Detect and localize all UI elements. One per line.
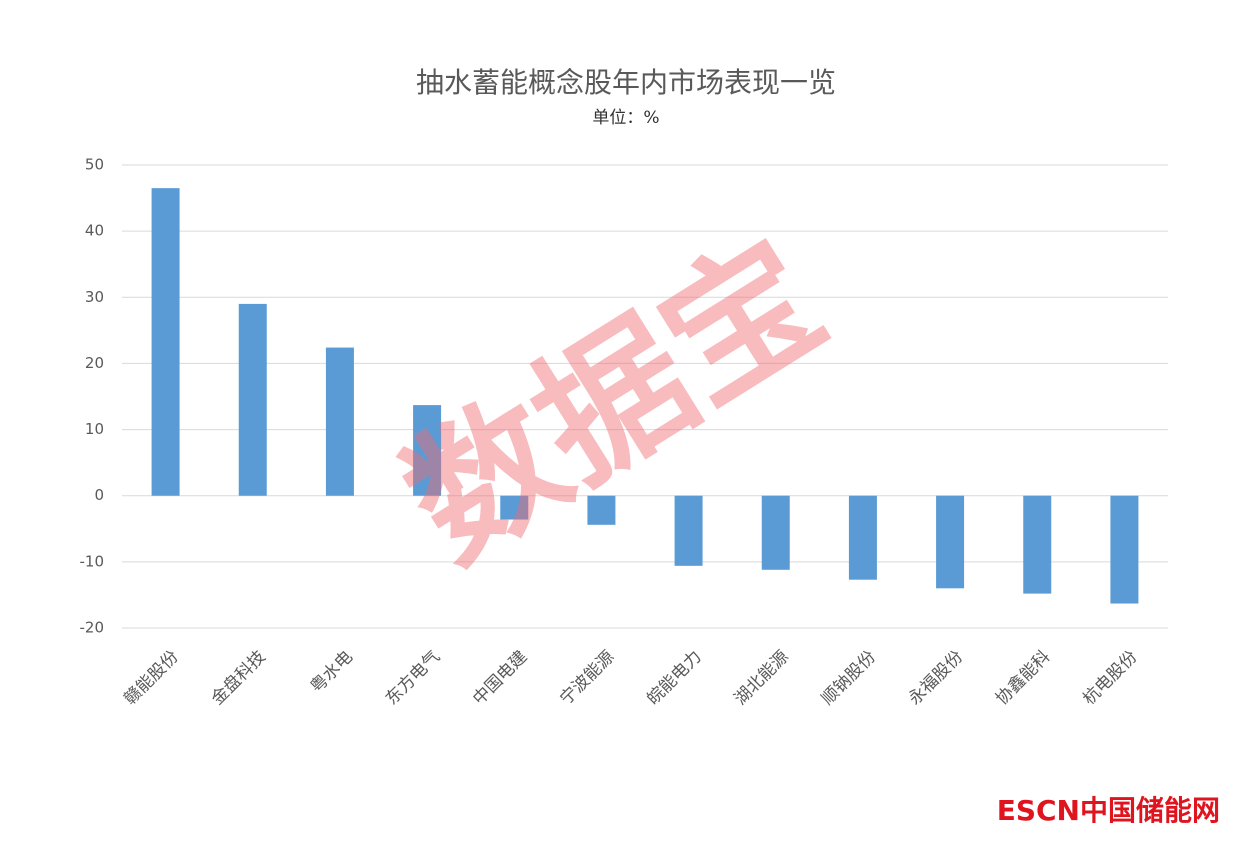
bar bbox=[1023, 495, 1052, 594]
bar bbox=[761, 495, 790, 570]
bar bbox=[500, 495, 529, 520]
bar bbox=[151, 188, 180, 496]
y-tick-label: 10 bbox=[85, 420, 104, 438]
y-tick-label: 20 bbox=[85, 354, 104, 372]
x-tick-label: 皖能电力 bbox=[643, 647, 705, 709]
bar bbox=[238, 303, 267, 496]
bar bbox=[674, 495, 703, 566]
x-tick-label: 顺钠股份 bbox=[818, 647, 880, 709]
bar bbox=[936, 495, 965, 589]
bar bbox=[413, 405, 442, 496]
chart-subtitle: 单位：% bbox=[592, 108, 659, 128]
y-tick-label: 40 bbox=[85, 222, 104, 240]
y-tick-label: 50 bbox=[85, 156, 104, 174]
x-tick-label: 粤水电 bbox=[307, 647, 357, 697]
bar bbox=[587, 495, 616, 525]
x-tick-label: 永福股份 bbox=[905, 647, 967, 709]
x-tick-label: 协鑫能科 bbox=[992, 647, 1054, 709]
bar bbox=[325, 347, 354, 496]
logo: ESCN中国储能网 bbox=[997, 794, 1220, 827]
bar bbox=[848, 495, 877, 580]
x-tick-label: 赣能股份 bbox=[120, 647, 182, 709]
x-tick-label: 湖北能源 bbox=[731, 647, 793, 709]
y-tick-label: 30 bbox=[85, 288, 104, 306]
y-tick-label: -20 bbox=[80, 619, 105, 637]
x-tick-label: 东方电气 bbox=[382, 647, 444, 709]
x-tick-label: 宁波能源 bbox=[556, 647, 618, 709]
bar bbox=[1110, 495, 1139, 604]
x-tick-label: 中国电建 bbox=[469, 647, 531, 709]
x-tick-label: 金盘科技 bbox=[208, 647, 270, 709]
chart-title: 抽水蓄能概念股年内市场表现一览 bbox=[416, 66, 836, 99]
y-tick-label: 0 bbox=[94, 486, 104, 504]
y-tick-label: -10 bbox=[80, 552, 105, 570]
x-tick-label: 杭电股份 bbox=[1079, 647, 1141, 709]
